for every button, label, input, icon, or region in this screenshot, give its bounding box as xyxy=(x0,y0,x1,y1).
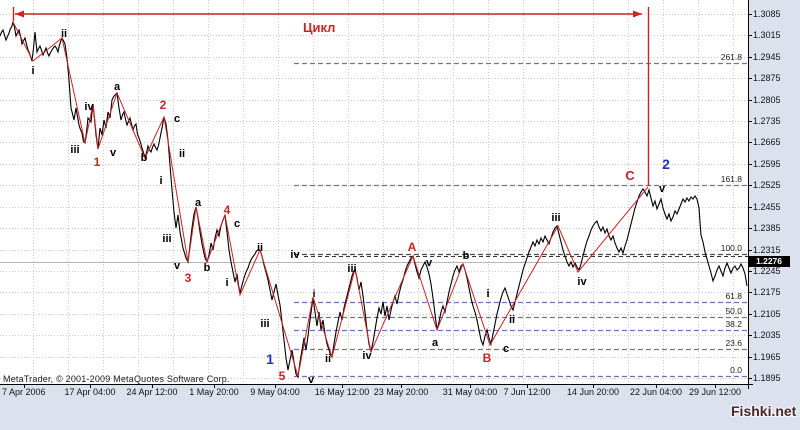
wave-label-3: 3 xyxy=(185,271,192,285)
cycle-arrowhead-right xyxy=(633,10,642,18)
wave-label-v: v xyxy=(659,183,666,195)
price-axis-label: 1.2595 xyxy=(753,159,781,169)
price-axis-label: 1.2035 xyxy=(753,330,781,340)
wave-label-i: i xyxy=(313,289,316,300)
wave-label-v: v xyxy=(110,147,117,159)
wave-label-iv: iv xyxy=(84,101,94,113)
time-axis-label: 9 May 04:00 xyxy=(250,387,300,397)
wave-label-v: v xyxy=(174,260,181,272)
wave-label-2: 2 xyxy=(160,98,167,112)
wave-label-1: 1 xyxy=(94,155,101,169)
elliott-zigzag-trendlines xyxy=(12,21,649,377)
price-axis-label: 1.3085 xyxy=(753,9,781,19)
time-axis-label: 1 May 20:00 xyxy=(189,387,239,397)
wave-label-v: v xyxy=(308,374,315,386)
time-axis-label: 24 Apr 12:00 xyxy=(126,387,178,397)
wave-label-iii: iii xyxy=(70,144,79,156)
wave-label-a: a xyxy=(114,81,121,93)
time-axis-label: 22 Jun 04:00 xyxy=(629,387,683,397)
price-axis-label: 1.2315 xyxy=(753,245,781,255)
wave-label-c: c xyxy=(503,343,509,355)
price-axis-label: 1.2105 xyxy=(753,309,781,319)
copyright-text: MetaTrader, © 2001-2009 MetaQuotes Softw… xyxy=(3,374,230,384)
time-axis-label: 14 Jun 20:00 xyxy=(566,387,620,397)
wave-label-ii: ii xyxy=(179,148,185,160)
wave-label-b: b xyxy=(204,262,211,274)
wave-label-4: 4 xyxy=(224,203,231,217)
cycle-annotation-label: Цикл xyxy=(303,20,336,35)
wave-label-b: b xyxy=(141,152,148,164)
price-axis-label: 1.1965 xyxy=(753,352,781,362)
price-axis-label: 1.2175 xyxy=(753,287,781,297)
plot-background xyxy=(0,0,748,384)
price-axis-label: 1.2735 xyxy=(753,116,781,126)
fib-level-label: 161.8 xyxy=(721,174,743,184)
fib-level-label: 100.0 xyxy=(721,243,743,253)
price-axis-label: 1.2665 xyxy=(753,137,781,147)
wave-label-C: C xyxy=(625,168,635,183)
wave-label-2: 2 xyxy=(662,156,670,172)
price-axis-label: 1.1895 xyxy=(753,373,781,383)
fib-level-label: 0.0 xyxy=(730,365,742,375)
wave-label-ii: ii xyxy=(325,353,331,365)
wave-label-i: i xyxy=(486,288,489,300)
price-axis-label: 1.2875 xyxy=(753,73,781,83)
wave-label-iii: iii xyxy=(347,263,356,275)
time-axis-label: 31 May 04:00 xyxy=(442,387,498,397)
time-axis-label: 29 Jun 12:00 xyxy=(688,387,742,397)
time-axis-label: 7 Jun 12:00 xyxy=(503,387,551,397)
price-axis-label: 1.2455 xyxy=(753,202,781,212)
fib-level-label: 61.8 xyxy=(725,291,742,301)
price-series-path xyxy=(0,19,748,379)
time-axis-label: 17 Apr 04:00 xyxy=(64,387,116,397)
wave-label-i: i xyxy=(225,277,228,289)
wave-label-iv: iv xyxy=(290,249,300,261)
wave-label-i: i xyxy=(159,175,162,187)
wave-label-a: a xyxy=(195,197,202,209)
fib-level-label: 50.0 xyxy=(725,306,742,316)
wave-label-i: i xyxy=(31,65,34,77)
wave-label-iv: iv xyxy=(577,276,587,288)
wave-label-A: A xyxy=(408,240,417,254)
wave-label-iii: iii xyxy=(551,212,560,224)
wave-label-ii: ii xyxy=(257,242,263,254)
time-axis-label: 7 Apr 2006 xyxy=(2,387,46,397)
time-axis-label: 16 May 12:00 xyxy=(314,387,370,397)
price-axis-label: 1.3015 xyxy=(753,30,781,40)
cycle-arrowhead-left xyxy=(15,10,24,18)
fib-level-label: 261.8 xyxy=(721,52,743,62)
price-axis-label: 1.2385 xyxy=(753,223,781,233)
wave-label-v: v xyxy=(426,257,433,269)
wave-label-b: b xyxy=(463,250,470,262)
wave-label-1: 1 xyxy=(266,351,274,367)
wave-label-a: a xyxy=(432,337,439,349)
current-price-badge: 1.2276 xyxy=(748,256,790,267)
fib-level-label: 38.2 xyxy=(725,319,742,329)
wave-label-iv: iv xyxy=(362,350,372,362)
wave-label-c: c xyxy=(174,113,180,125)
price-axis-label: 1.2805 xyxy=(753,95,781,105)
price-axis-label: 1.2945 xyxy=(753,52,781,62)
wave-label-ii: ii xyxy=(61,28,67,40)
wave-label-B: B xyxy=(483,351,492,365)
fib-level-label: 23.6 xyxy=(725,338,742,348)
time-axis-label: 23 May 20:00 xyxy=(373,387,429,397)
price-axis-label: 1.2245 xyxy=(753,266,781,276)
fishki-watermark: Fishki.net xyxy=(731,403,797,419)
wave-label-iii: iii xyxy=(260,318,269,330)
wave-label-iii: iii xyxy=(162,233,171,245)
wave-label-5: 5 xyxy=(279,369,286,383)
price-axis-label: 1.2525 xyxy=(753,180,781,190)
wave-label-ii: ii xyxy=(509,314,515,326)
wave-label-c: c xyxy=(234,218,240,230)
